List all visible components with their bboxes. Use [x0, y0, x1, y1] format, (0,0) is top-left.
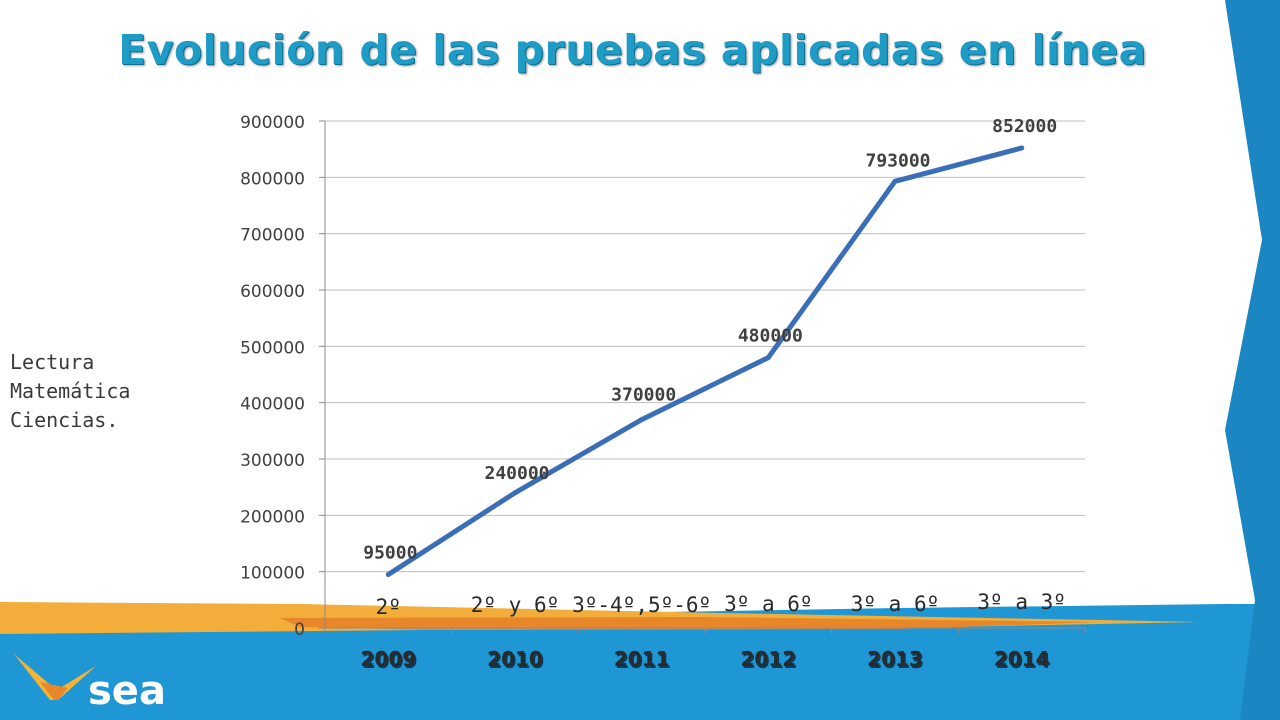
x-tick-label: 2010 — [487, 647, 543, 671]
x-tick-label-shadow: 2009 — [362, 649, 418, 673]
data-label: 370000 — [611, 385, 676, 406]
y-tick-label: 300000 — [240, 451, 305, 471]
x-tick-label: 2014 — [994, 647, 1050, 671]
data-point — [512, 490, 518, 496]
data-point — [385, 571, 391, 577]
gridlines — [319, 120, 1086, 634]
data-point — [892, 178, 898, 184]
subject-ciencias: Ciencias. — [10, 408, 119, 432]
data-points — [385, 145, 1025, 577]
data-point — [639, 417, 645, 423]
grade-note: 3º a 6º — [724, 592, 813, 616]
y-tick-label: 500000 — [240, 338, 305, 358]
subject-list: Lectura Matemática Ciencias. — [10, 348, 180, 435]
y-tick-label: 900000 — [240, 113, 305, 133]
x-tick-label-shadow: 2011 — [615, 649, 671, 673]
sea-logo: sea — [14, 654, 166, 712]
x-tick-label: 2013 — [867, 647, 923, 671]
data-labels: 95000 240000 370000 480000 793000 852000 — [363, 116, 1057, 563]
x-tick-label-shadow: 2014 — [995, 649, 1051, 673]
subject-matematica: Matemática — [10, 379, 131, 403]
x-tick-label: 2009 — [360, 647, 416, 671]
x-tick-label-shadow: 2010 — [489, 649, 545, 673]
x-tick-label-shadow: 2013 — [869, 649, 925, 673]
data-point — [1019, 145, 1025, 151]
x-tick-label-shadow: 2012 — [742, 649, 798, 673]
y-tick-label: 100000 — [240, 564, 305, 584]
x-tick-label: 2011 — [614, 647, 670, 671]
y-tick-label: 600000 — [240, 282, 305, 302]
grade-note: 3º a 3º — [977, 590, 1066, 614]
data-label: 240000 — [484, 463, 549, 484]
grade-note: 2º y 6º — [471, 593, 560, 617]
data-label: 793000 — [865, 150, 930, 171]
data-point — [765, 355, 771, 361]
right-edge-band — [1225, 0, 1280, 720]
grade-note: 3º-4º,5º-6º — [572, 593, 711, 617]
x-tick-label: 2012 — [740, 647, 796, 671]
y-tick-label: 700000 — [240, 226, 305, 246]
y-tick-label: 800000 — [240, 169, 305, 189]
y-axis-ticks: 0 100000 200000 300000 400000 500000 600000 700… — [240, 113, 305, 640]
data-label: 95000 — [363, 542, 417, 563]
footer-orange-swoosh — [280, 617, 1100, 630]
subject-lectura: Lectura — [10, 350, 95, 374]
grade-note: 2º — [376, 595, 401, 619]
logo-chevron-shadow — [40, 682, 68, 700]
y-tick-label: 0 — [294, 620, 305, 640]
series-line — [385, 145, 1025, 577]
page-title: Evolución de las pruebas aplicadas en lí… — [118, 26, 1147, 74]
y-tick-label: 200000 — [240, 507, 305, 527]
footer-blue-band — [0, 604, 1280, 720]
y-tick-label: 400000 — [240, 395, 305, 415]
data-label: 480000 — [738, 326, 803, 347]
grade-note: 3º a 6º — [851, 592, 940, 616]
logo-text: sea — [88, 668, 166, 712]
grade-notes: 2º 2º y 6º 3º-4º,5º-6º 3º a 6º 3º a 6º 3º a 3… — [376, 590, 1066, 619]
data-label: 852000 — [992, 116, 1057, 137]
